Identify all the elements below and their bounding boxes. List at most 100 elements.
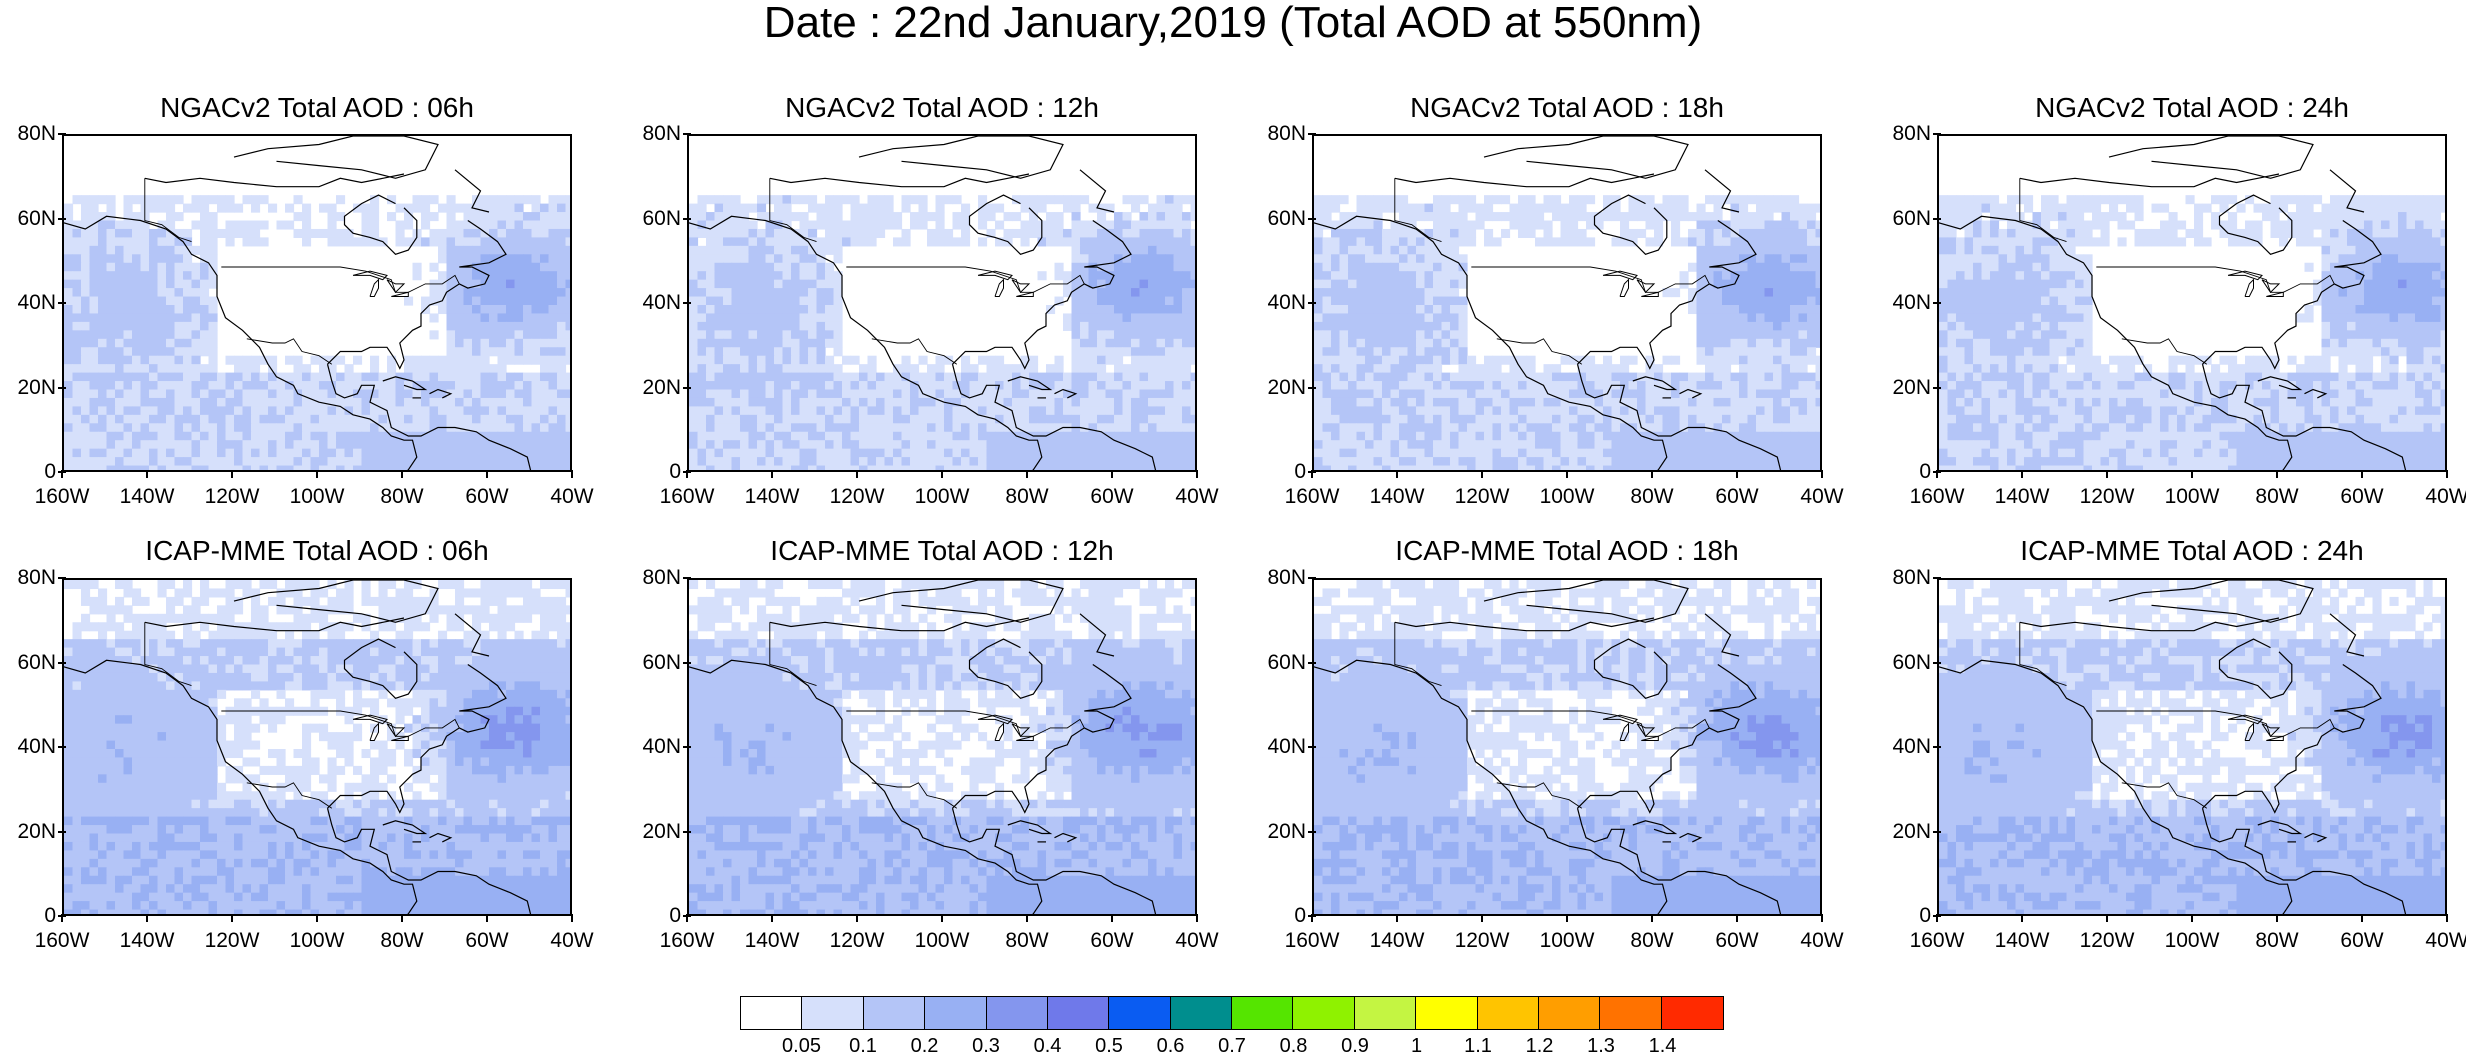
lat-tick-mark bbox=[683, 387, 691, 389]
panel-title: ICAP-MME Total AOD : 06h bbox=[7, 535, 627, 567]
lon-tick-label: 100W bbox=[1527, 930, 1607, 952]
colorbar-cell bbox=[864, 997, 925, 1029]
lake-outline bbox=[2262, 280, 2279, 293]
lat-tick-label: 20N bbox=[621, 821, 681, 843]
lat-tick-mark bbox=[58, 387, 66, 389]
lon-tick-label: 60W bbox=[1697, 486, 1777, 508]
lon-tick-mark bbox=[571, 914, 573, 922]
lon-tick-label: 100W bbox=[277, 930, 357, 952]
lon-tick-label: 80W bbox=[987, 930, 1067, 952]
lat-tick-mark bbox=[1933, 218, 1941, 220]
lon-tick-mark bbox=[1821, 914, 1823, 922]
panel-title: NGACv2 Total AOD : 24h bbox=[1882, 92, 2466, 124]
colorbar-label: 1.3 bbox=[1571, 1036, 1631, 1056]
colorbar-cell bbox=[1478, 997, 1539, 1029]
lon-tick-mark bbox=[856, 914, 858, 922]
lon-tick-mark bbox=[1111, 470, 1113, 478]
panel-title: NGACv2 Total AOD : 18h bbox=[1257, 92, 1877, 124]
lat-tick-label: 0 bbox=[0, 461, 56, 483]
aod-map-panel bbox=[62, 578, 572, 916]
lon-tick-mark bbox=[2021, 914, 2023, 922]
lon-tick-label: 120W bbox=[192, 930, 272, 952]
lon-tick-label: 160W bbox=[1897, 486, 1977, 508]
lon-tick-label: 60W bbox=[1072, 486, 1152, 508]
lon-tick-label: 60W bbox=[1072, 930, 1152, 952]
lat-tick-label: 80N bbox=[621, 567, 681, 589]
lon-tick-label: 120W bbox=[192, 486, 272, 508]
lon-tick-label: 60W bbox=[2322, 930, 2402, 952]
lon-tick-label: 140W bbox=[107, 486, 187, 508]
lon-tick-mark bbox=[401, 470, 403, 478]
colorbar-label: 1 bbox=[1387, 1036, 1447, 1056]
lon-tick-mark bbox=[2276, 914, 2278, 922]
lat-tick-label: 40N bbox=[621, 292, 681, 314]
aod-field bbox=[689, 136, 1197, 472]
colorbar bbox=[740, 996, 1724, 1030]
aod-field bbox=[1314, 580, 1822, 916]
lon-tick-mark bbox=[2191, 914, 2193, 922]
lon-tick-label: 40W bbox=[1782, 930, 1862, 952]
lat-tick-label: 80N bbox=[0, 567, 56, 589]
aod-field bbox=[64, 136, 572, 472]
lon-tick-label: 140W bbox=[1357, 930, 1437, 952]
colorbar-cell bbox=[741, 997, 802, 1029]
lon-tick-mark bbox=[1651, 914, 1653, 922]
lon-tick-mark bbox=[146, 914, 148, 922]
lat-tick-label: 40N bbox=[621, 736, 681, 758]
lat-tick-label: 0 bbox=[0, 905, 56, 927]
lat-tick-label: 40N bbox=[1246, 292, 1306, 314]
lon-tick-mark bbox=[401, 914, 403, 922]
lon-tick-mark bbox=[486, 470, 488, 478]
lon-tick-mark bbox=[1481, 470, 1483, 478]
colorbar-cell bbox=[1539, 997, 1600, 1029]
lon-tick-mark bbox=[1311, 914, 1313, 922]
lon-tick-label: 100W bbox=[2152, 486, 2232, 508]
lon-tick-label: 120W bbox=[2067, 930, 2147, 952]
figure-title: Date : 22nd January,2019 (Total AOD at 5… bbox=[0, 0, 2466, 46]
coastline bbox=[1395, 174, 1654, 187]
colorbar-cell bbox=[1171, 997, 1232, 1029]
lon-tick-mark bbox=[1566, 914, 1568, 922]
lat-tick-label: 0 bbox=[621, 905, 681, 927]
lon-tick-label: 160W bbox=[1272, 930, 1352, 952]
lon-tick-label: 40W bbox=[1782, 486, 1862, 508]
lat-tick-label: 60N bbox=[0, 208, 56, 230]
lat-tick-label: 40N bbox=[1871, 292, 1931, 314]
lat-tick-label: 20N bbox=[1246, 377, 1306, 399]
lake-outline bbox=[370, 280, 379, 297]
lon-tick-mark bbox=[1396, 470, 1398, 478]
colorbar-cell bbox=[1232, 997, 1293, 1029]
coastline bbox=[2109, 136, 2313, 178]
colorbar-cell bbox=[1109, 997, 1170, 1029]
lon-tick-label: 80W bbox=[987, 486, 1067, 508]
lat-tick-mark bbox=[1308, 662, 1316, 664]
colorbar-label: 0.6 bbox=[1141, 1036, 1201, 1056]
lon-tick-label: 140W bbox=[1357, 486, 1437, 508]
aod-map-panel bbox=[62, 134, 572, 472]
aod-map-panel bbox=[1312, 578, 1822, 916]
lon-tick-mark bbox=[1936, 470, 1938, 478]
lon-tick-mark bbox=[1196, 470, 1198, 478]
coastline bbox=[1484, 136, 1688, 178]
lon-tick-mark bbox=[1936, 914, 1938, 922]
lat-tick-mark bbox=[1933, 746, 1941, 748]
lon-tick-mark bbox=[1481, 914, 1483, 922]
lat-tick-label: 20N bbox=[0, 821, 56, 843]
lat-tick-label: 80N bbox=[1871, 123, 1931, 145]
lat-tick-mark bbox=[1933, 133, 1941, 135]
lon-tick-label: 100W bbox=[902, 486, 982, 508]
lon-tick-label: 80W bbox=[2237, 486, 2317, 508]
lat-tick-label: 0 bbox=[1246, 461, 1306, 483]
colorbar-label: 0.5 bbox=[1079, 1036, 1139, 1056]
lat-tick-label: 20N bbox=[621, 377, 681, 399]
lake-outline bbox=[2266, 736, 2283, 740]
lon-tick-label: 140W bbox=[1982, 486, 2062, 508]
lon-tick-mark bbox=[2021, 470, 2023, 478]
lon-tick-mark bbox=[316, 470, 318, 478]
aod-field bbox=[64, 580, 572, 916]
lon-tick-label: 160W bbox=[22, 486, 102, 508]
lat-tick-mark bbox=[1308, 218, 1316, 220]
lon-tick-mark bbox=[316, 914, 318, 922]
lat-tick-label: 40N bbox=[0, 292, 56, 314]
lat-tick-mark bbox=[1308, 133, 1316, 135]
